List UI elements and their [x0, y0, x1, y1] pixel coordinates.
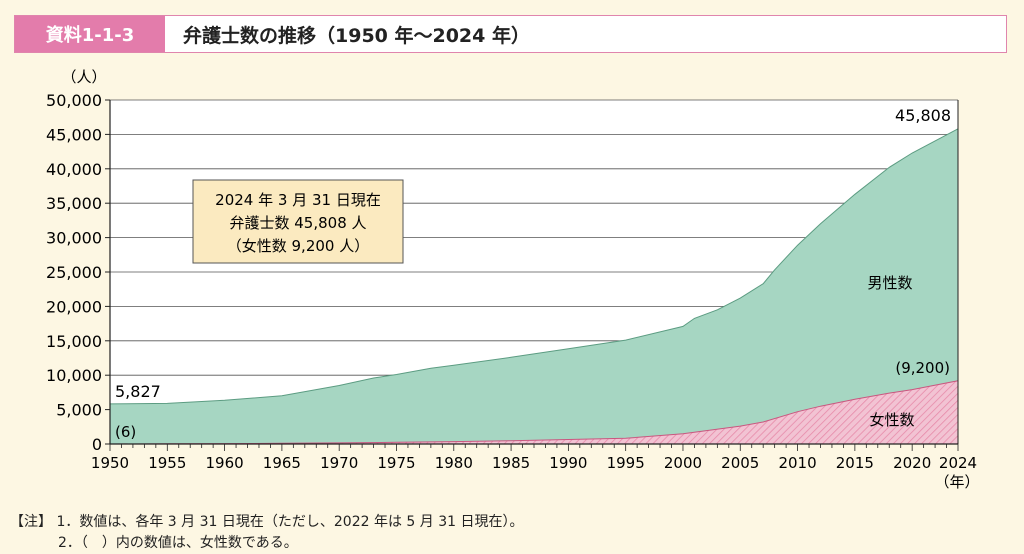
- note-row-2: 2．（ ）内の数値は、女性数である。: [10, 533, 523, 554]
- callout-date: 2024 年 3 月 31 日現在: [215, 191, 381, 209]
- summary-callout: 2024 年 3 月 31 日現在 弁護士数 45,808 人 （女性数 9,2…: [192, 179, 404, 264]
- x-tick-label: 1995: [607, 454, 645, 472]
- x-tick-label: 1990: [549, 454, 587, 472]
- female-area: [110, 380, 958, 444]
- y-tick-label: 10,000: [46, 366, 102, 385]
- male-total-area: [110, 128, 958, 445]
- axes: 0 5,000 10,000 15,000 20,000 25,000 30,000 35,0…: [46, 91, 977, 472]
- x-tick-label: 1950: [91, 454, 129, 472]
- x-unit-label: （年）: [934, 473, 979, 491]
- x-tick-label: 1965: [263, 454, 301, 472]
- y-tick-label: 5,000: [56, 401, 102, 420]
- y-tick-label: 30,000: [46, 229, 102, 248]
- female-area-label: 女性数: [869, 411, 914, 429]
- note-bracket: 【注】: [10, 514, 52, 530]
- note-1: 1．数値は、各年 3 月 31 日現在（ただし、2022 年は 5 月 31 日…: [56, 514, 524, 530]
- figure-number-tag: 資料1-1-3: [15, 16, 165, 52]
- y-tick-label: 20,000: [46, 297, 102, 316]
- start-total-label: 5,827: [115, 382, 161, 401]
- notes: 【注】 1．数値は、各年 3 月 31 日現在（ただし、2022 年は 5 月 …: [10, 512, 523, 554]
- note-row-1: 【注】 1．数値は、各年 3 月 31 日現在（ただし、2022 年は 5 月 …: [10, 512, 523, 533]
- x-tick-label: 1980: [435, 454, 473, 472]
- x-tick-label: 2015: [836, 454, 874, 472]
- x-tick-label: 1985: [492, 454, 530, 472]
- x-tick-label: 1955: [148, 454, 186, 472]
- note-2: 2．（ ）内の数値は、女性数である。: [58, 535, 298, 551]
- x-tick-label: 2010: [778, 454, 816, 472]
- x-tick-label: 2000: [664, 454, 702, 472]
- male-area-label: 男性数: [867, 274, 912, 292]
- y-tick-label: 45,000: [46, 125, 102, 144]
- x-tick-label: 2024: [939, 454, 977, 472]
- x-tick-label: 2020: [893, 454, 931, 472]
- title-bar: 資料1-1-3 弁護士数の推移（1950 年～2024 年）: [14, 15, 1007, 53]
- x-tick-label: 2005: [721, 454, 759, 472]
- callout-female: （女性数 9,200 人）: [227, 237, 369, 255]
- female-line: [109, 380, 959, 445]
- y-tick-label: 15,000: [46, 332, 102, 351]
- y-tick-label: 0: [92, 435, 102, 454]
- y-unit-label: （人）: [61, 68, 106, 86]
- end-female-label: (9,200): [895, 359, 950, 377]
- callout-total: 弁護士数 45,808 人: [229, 214, 366, 232]
- y-tick-label: 25,000: [46, 263, 102, 282]
- end-total-label: 45,808: [895, 106, 951, 125]
- y-tick-label: 35,000: [46, 194, 102, 213]
- x-tick-label: 1960: [206, 454, 244, 472]
- callout-box: [192, 179, 404, 264]
- chart-title: 弁護士数の推移（1950 年～2024 年）: [183, 24, 530, 47]
- x-tick-label: 1970: [320, 454, 358, 472]
- start-female-label: (6): [115, 423, 136, 441]
- x-tick-label: 1975: [377, 454, 415, 472]
- y-tick-label: 40,000: [46, 160, 102, 179]
- y-tick-label: 50,000: [46, 91, 102, 110]
- male-total-line: [109, 128, 959, 405]
